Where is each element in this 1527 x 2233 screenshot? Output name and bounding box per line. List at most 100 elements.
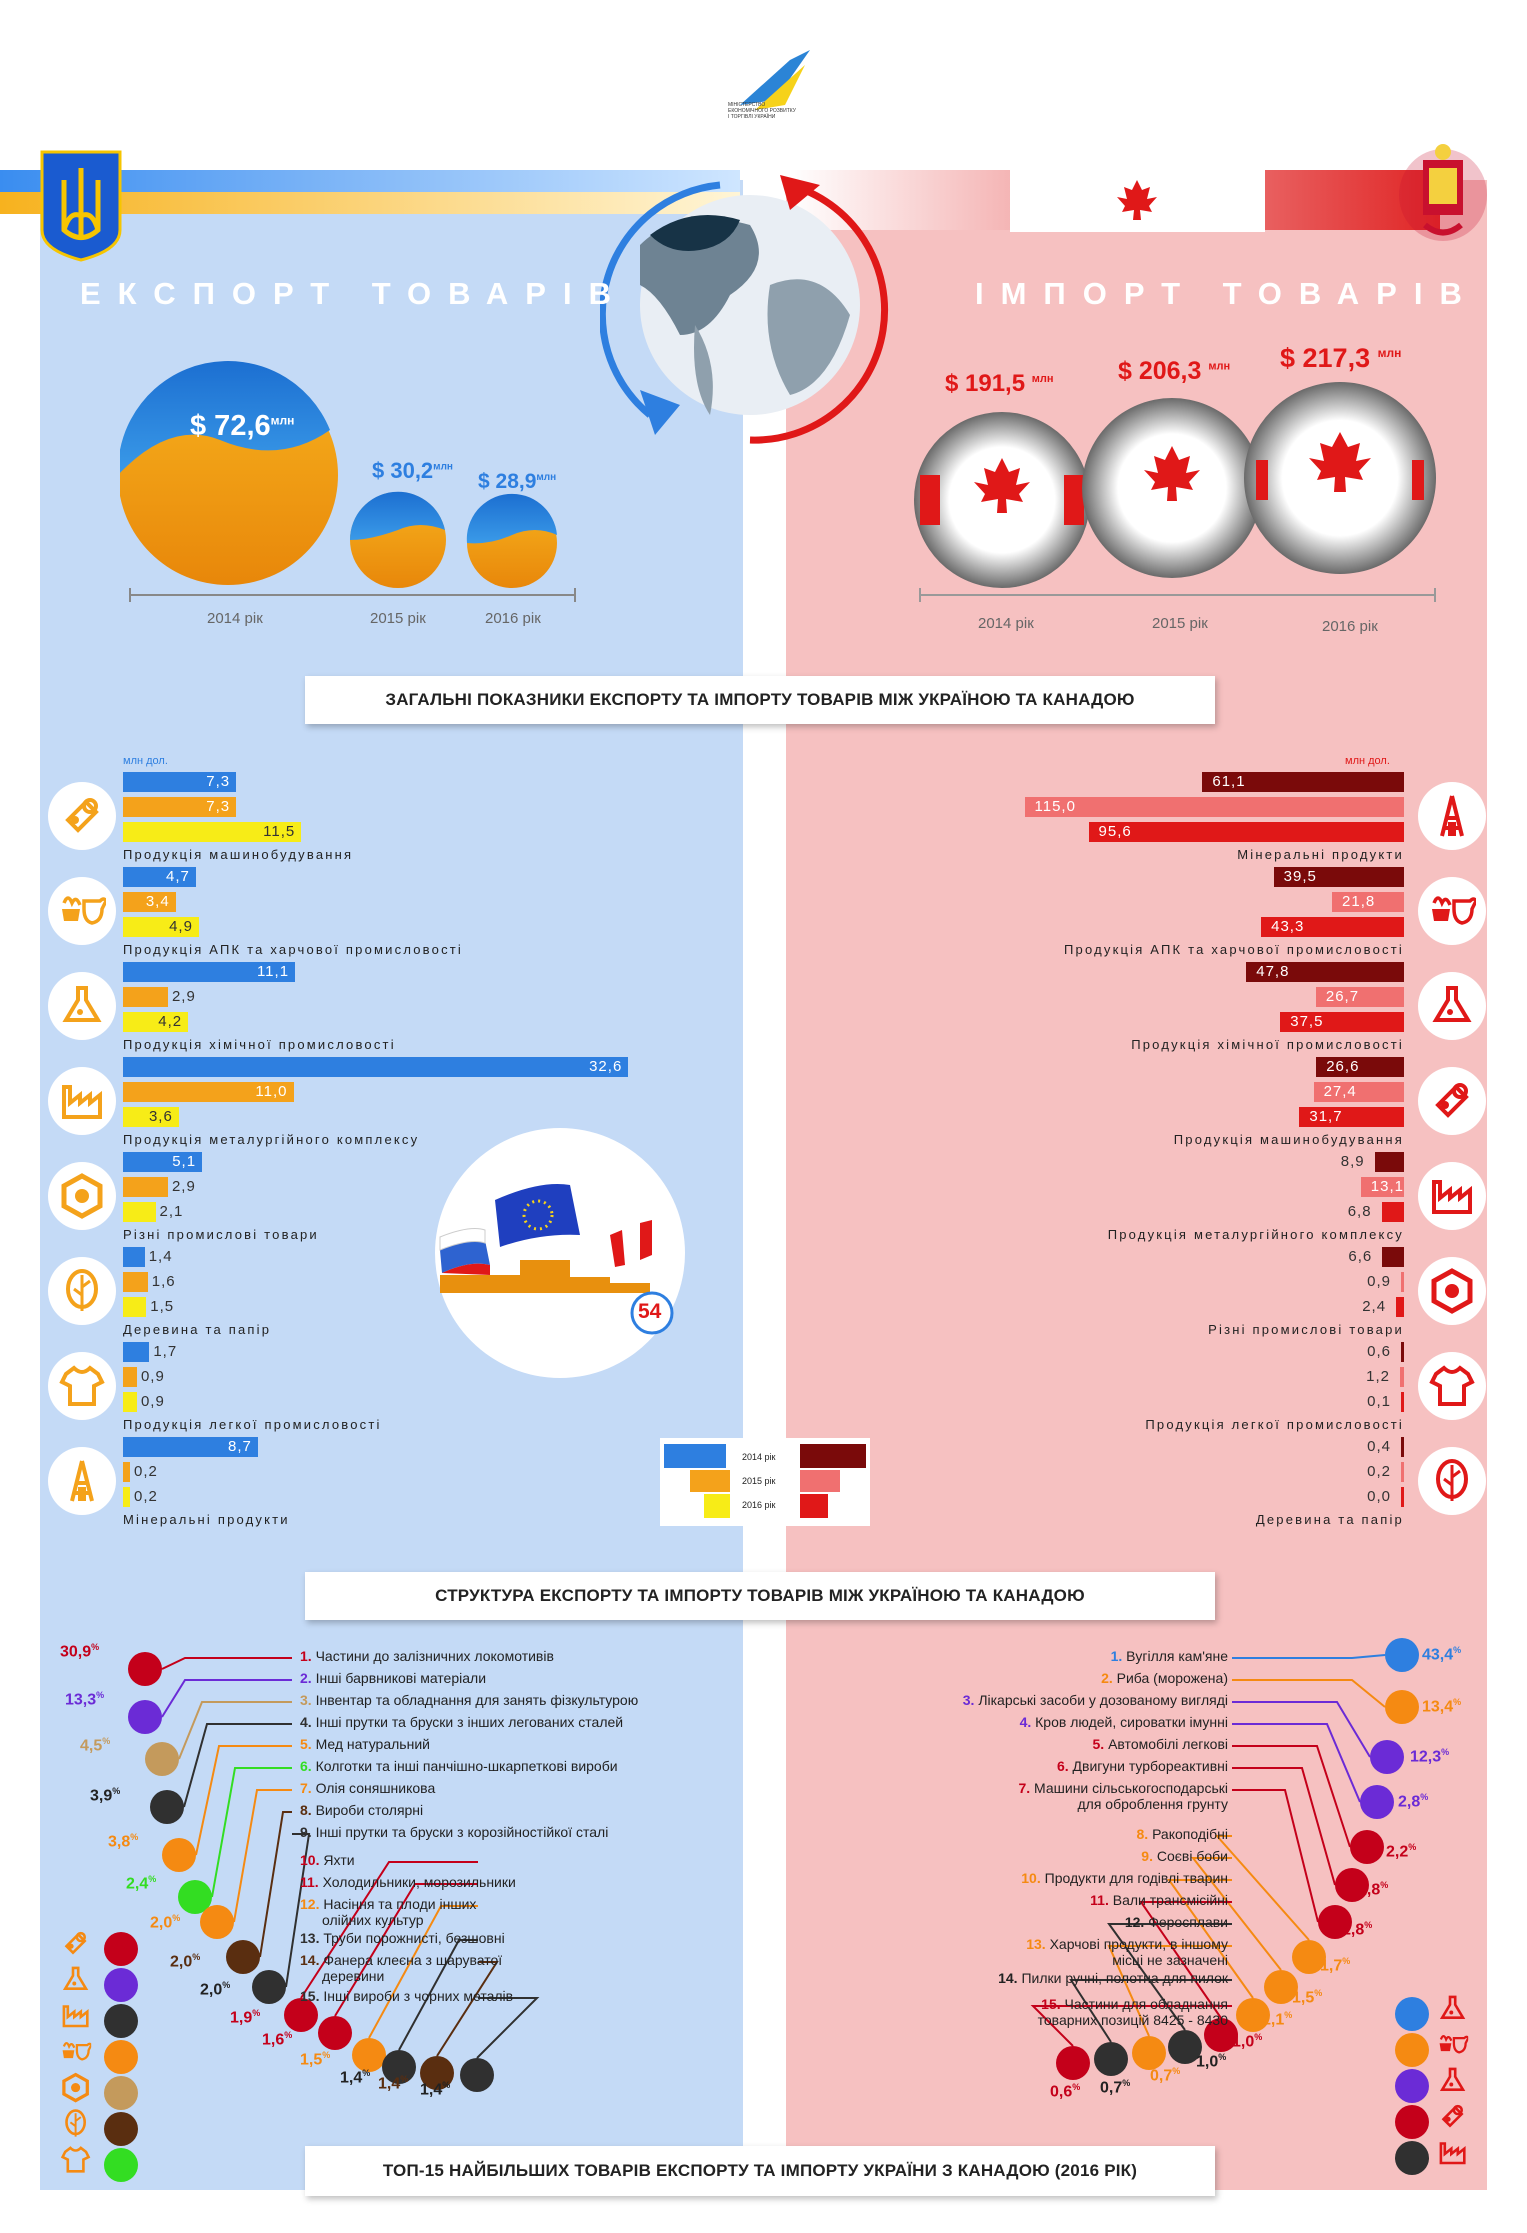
export-top-percent: 30,9%	[60, 1642, 100, 1661]
legend-icon	[60, 1928, 91, 1959]
import-bar-value: 0,6	[1367, 1343, 1391, 1360]
item-name: Інші прутки та бруски з інших легованих …	[315, 1714, 624, 1730]
import-top-dot	[1204, 2018, 1238, 2052]
legend-dot	[104, 1932, 138, 1966]
legend-icon	[60, 2108, 91, 2139]
export-top-item: 3. Інвентар та обладнання для занять фіз…	[300, 1692, 638, 1708]
export-top-dot	[460, 2058, 494, 2092]
percent-value: 43,4	[1422, 1646, 1454, 1664]
import-top-dot	[1385, 1690, 1419, 1724]
export-top-dot	[150, 1790, 184, 1824]
leader-line	[1232, 1701, 1371, 1758]
legend-icon	[1437, 1993, 1468, 2024]
item-name: Частини для обладнання	[1064, 1996, 1228, 2012]
import-bar-value: 8,9	[1340, 1153, 1365, 1170]
percent-value: 0,7	[1150, 2067, 1173, 2085]
leader-line	[178, 1701, 292, 1760]
export-category-icon	[48, 877, 116, 945]
leader-line	[1069, 1979, 1232, 2043]
leader-line	[1232, 1654, 1386, 1659]
rating-badge: 54	[638, 1300, 662, 1323]
item-name: Яхти	[323, 1852, 355, 1868]
export-category-label: Продукція легкої промисловості	[123, 1417, 382, 1432]
export-top-percent: 2,0%	[150, 1913, 181, 1932]
leader-line	[161, 1657, 292, 1670]
import-top-item: 2. Риба (морожена)	[1101, 1670, 1228, 1686]
legend-dot	[1395, 2141, 1429, 2175]
import-bar	[1401, 1392, 1404, 1412]
percent-value: 2,8	[1398, 1793, 1421, 1811]
import-top-percent: 1,8%	[1358, 1880, 1389, 1899]
item-number: 15.	[300, 1988, 324, 2004]
import-bar	[1396, 1297, 1404, 1317]
leader-line	[183, 1723, 292, 1808]
export-top-dot	[252, 1970, 286, 2004]
item-number: 10.	[1021, 1870, 1045, 1886]
leader-line	[368, 1905, 478, 2039]
import-top-item: 8. Ракоподібні	[1136, 1826, 1228, 1842]
import-top-percent: 43,4%	[1422, 1645, 1462, 1664]
leader-line	[1232, 1789, 1319, 1923]
import-top-dot	[1056, 2046, 1090, 2080]
import-bar: 43,3	[1261, 917, 1404, 937]
export-bar: 5,1	[123, 1152, 203, 1172]
export-category-icon	[48, 1162, 116, 1230]
leader-line	[285, 1833, 311, 1988]
item-number: 6.	[300, 1758, 316, 1774]
percent-value: 0,7	[1100, 2079, 1123, 2097]
legend-swatch-2014-ua	[664, 1444, 726, 1468]
export-bar-fill	[123, 1177, 168, 1197]
export-bar-fill	[123, 1247, 145, 1267]
export-top-dot	[162, 1838, 196, 1872]
import-year-2015: 2015 рік	[1152, 615, 1208, 632]
ua-stripe-blue	[0, 170, 740, 192]
import-category-icon	[1418, 877, 1486, 945]
export-bar-fill	[123, 987, 168, 1007]
sphere-2014	[914, 412, 1090, 588]
import-top-percent: 1,0%	[1196, 2052, 1227, 2071]
leader-line	[1232, 1767, 1336, 1886]
export-bar: 2,1	[159, 1203, 184, 1220]
import-bar: 31,7	[1299, 1107, 1404, 1127]
item-name: Вали трансмісійні	[1112, 1892, 1228, 1908]
item-number: 7.	[1018, 1780, 1035, 1796]
legend-swatch-2016-ua	[704, 1494, 730, 1518]
legend-icon	[60, 2000, 91, 2031]
section-top15-title: ТОП-15 НАЙБІЛЬШИХ ТОВАРІВ ЕКСПОРТУ ТА ІМ…	[305, 2146, 1215, 2196]
percent-value: 3,9	[90, 1787, 113, 1805]
export-category-icon	[48, 1352, 116, 1420]
legend-icon	[1437, 2029, 1470, 2060]
ministry-logo	[740, 50, 810, 110]
import-category-label: Мінеральні продукти	[1237, 847, 1404, 862]
import-bar-value: 1,2	[1366, 1368, 1391, 1385]
item-name: Феросплави	[1148, 1914, 1228, 1930]
export-top-percent: 2,4%	[126, 1874, 157, 1893]
export-top-percent: 3,8%	[108, 1832, 139, 1851]
import-top-percent: 0,7%	[1150, 2066, 1181, 2085]
legend-swatch-2014-ca	[800, 1444, 866, 1468]
import-unit: млн дол.	[1345, 755, 1390, 767]
export-bar: 0,2	[134, 1463, 158, 1480]
export-bar-fill	[123, 1462, 130, 1482]
export-bar: 4,2	[123, 1012, 189, 1032]
export-top-percent: 4,5%	[80, 1736, 111, 1755]
import-category-label: Продукція металургійного комплексу	[1107, 1227, 1404, 1242]
legend-dot	[1395, 2069, 1429, 2103]
percent-value: 1,5	[1292, 1989, 1315, 2007]
import-bar: 39,5	[1273, 867, 1404, 887]
import-category-label: Продукція хімічної промисловості	[1131, 1037, 1404, 1052]
bubble-2014	[120, 361, 338, 585]
import-top-item: 11. Вали трансмісійні	[1090, 1892, 1228, 1908]
item-name: Вугілля кам'яне	[1126, 1648, 1228, 1664]
export-top-item: 7. Олія соняшникова	[300, 1780, 435, 1796]
bubble-2015	[349, 491, 446, 588]
import-total-2015: $ 206,3 млн	[1118, 357, 1231, 385]
item-number: 12.	[300, 1896, 324, 1912]
export-top-item: 9. Інші прутки та бруски з корозійностій…	[300, 1824, 608, 1840]
import-bar	[1401, 1272, 1404, 1292]
legend: 2014 рік 2015 рік 2016 рік	[660, 1438, 870, 1526]
item-name: Соєві боби	[1156, 1848, 1228, 1864]
export-category-label: Продукція машинобудування	[123, 847, 354, 862]
export-category-label: Продукція металургійного комплексу	[123, 1132, 420, 1147]
import-category-icon	[1418, 1067, 1486, 1135]
